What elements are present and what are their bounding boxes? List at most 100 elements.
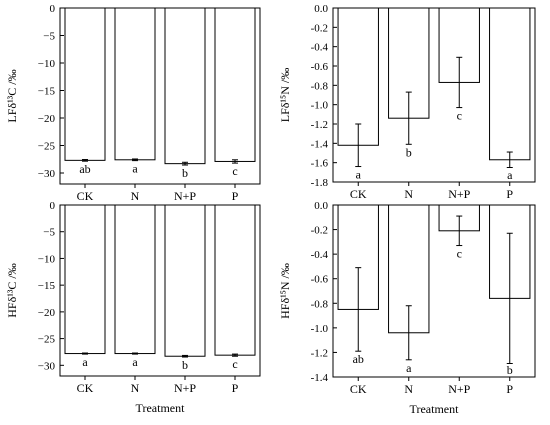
y-axis-label: HFδ¹⁵N /‰ (278, 263, 292, 319)
error-bar (456, 56, 463, 109)
y-tick-label: -0.4 (311, 42, 329, 54)
y-tick-label: -1.4 (311, 138, 329, 150)
category-label: CK (350, 382, 367, 396)
x-axis-label: Treatment (136, 401, 186, 415)
error-bar (506, 232, 513, 364)
category-label: P (506, 382, 513, 396)
category-label: P (506, 187, 513, 201)
y-tick-label: -1.2 (311, 347, 328, 359)
category-label: N+P (448, 382, 470, 396)
y-axis-label: LFδ¹³C /‰ (5, 69, 19, 122)
y-tick-label: −30 (38, 168, 56, 180)
significance-letter: a (132, 162, 138, 176)
y-tick-label: 0 (50, 200, 56, 212)
error-bar (506, 151, 513, 168)
y-tick-label: −25 (38, 141, 56, 153)
significance-letter: b (182, 358, 188, 372)
y-tick-label: −30 (38, 360, 56, 372)
significance-letter: a (356, 168, 362, 182)
significance-letter: b (182, 166, 188, 180)
significance-letter: b (507, 363, 513, 377)
y-tick-label: −15 (38, 86, 56, 98)
bar-npp (164, 7, 206, 165)
y-tick-label: -1.6 (311, 158, 329, 170)
y-tick-label: -0.2 (311, 225, 328, 237)
category-label: CK (77, 381, 94, 395)
error-bar (132, 352, 138, 355)
significance-letter: b (406, 145, 412, 159)
significance-letter: c (232, 357, 237, 371)
y-tick-label: 0.0 (314, 200, 328, 212)
category-label: P (232, 189, 239, 203)
significance-letter: c (457, 247, 462, 261)
y-tick-label: −20 (38, 307, 56, 319)
y-tick-label: -0.4 (311, 249, 329, 261)
category-label: N+P (174, 381, 196, 395)
y-tick-label: -0.6 (311, 274, 329, 286)
bar-n (114, 7, 156, 161)
y-tick-label: -0.8 (311, 80, 329, 92)
panel-top-right: 0.0 -0.2 -0.4 -0.6 -0.8 -1.0 -1.2 -1.4 -1.6 -1.8 L… (278, 3, 536, 201)
error-bar (132, 158, 138, 162)
bar-n (114, 204, 156, 355)
plot-frame (59, 7, 261, 185)
category-label: P (232, 381, 239, 395)
error-bar (232, 159, 238, 164)
y-tick-label: -1.0 (311, 323, 329, 335)
bar-ck (64, 7, 106, 161)
y-tick-label: -1.4 (311, 372, 329, 384)
y-tick-label: -1.2 (311, 119, 328, 131)
y-tick-label: -1.0 (311, 100, 329, 112)
y-tick-label: -0.6 (311, 61, 329, 73)
error-bar (405, 305, 412, 361)
category-label: N+P (174, 189, 196, 203)
y-tick-label: -1.8 (311, 177, 329, 189)
y-tick-label: 0 (50, 3, 56, 15)
significance-letter: a (406, 361, 412, 375)
y-tick-label: −25 (38, 334, 56, 346)
panel-bottom-right: 0.0 -0.2 -0.4 -0.6 -0.8 -1.0 -1.2 -1.4 HFδ¹⁵N /‰… (278, 200, 536, 416)
significance-letter: a (82, 355, 88, 369)
bar-ck (64, 204, 106, 355)
y-tick-label: −5 (43, 31, 55, 43)
error-bar (82, 159, 88, 162)
plot-frame (332, 204, 536, 378)
significance-letter: a (507, 168, 513, 182)
error-bar (355, 123, 362, 168)
bar-p (214, 204, 256, 356)
error-bar (182, 161, 188, 166)
category-label: N (131, 381, 140, 395)
y-tick-label: −5 (43, 227, 55, 239)
panel-top-left: 0 −5 −10 −15 −20 −25 −30 LFδ¹³C /‰ ab CK aNb N+P cP (5, 3, 261, 203)
significance-letter: ab (79, 162, 90, 176)
plot-frame (59, 204, 261, 377)
significance-letter: a (132, 355, 138, 369)
category-label: CK (77, 189, 94, 203)
category-label: N+P (448, 187, 470, 201)
error-bar (182, 354, 188, 358)
bar-ck (337, 7, 379, 146)
y-tick-label: −15 (38, 280, 56, 292)
plot-frame (332, 7, 536, 183)
significance-letter: ab (353, 352, 364, 366)
y-tick-label: −10 (38, 253, 56, 265)
category-label: CK (350, 187, 367, 201)
bar-p (214, 7, 256, 162)
error-bar (405, 91, 412, 145)
bar-p (489, 7, 531, 161)
error-bar (232, 353, 238, 357)
significance-letter: c (232, 164, 237, 178)
bar-npp (164, 204, 206, 357)
y-tick-label: -0.8 (311, 298, 329, 310)
category-label: N (404, 187, 413, 201)
y-tick-label: 0.0 (314, 3, 328, 15)
y-tick-label: −10 (38, 58, 56, 70)
category-label: N (131, 189, 140, 203)
y-axis-label: LFδ¹⁵N /‰ (278, 68, 292, 122)
significance-letter: c (457, 109, 462, 123)
error-bar (82, 352, 88, 355)
category-label: N (404, 382, 413, 396)
y-axis-label: HFδ¹³C /‰ (5, 263, 19, 318)
